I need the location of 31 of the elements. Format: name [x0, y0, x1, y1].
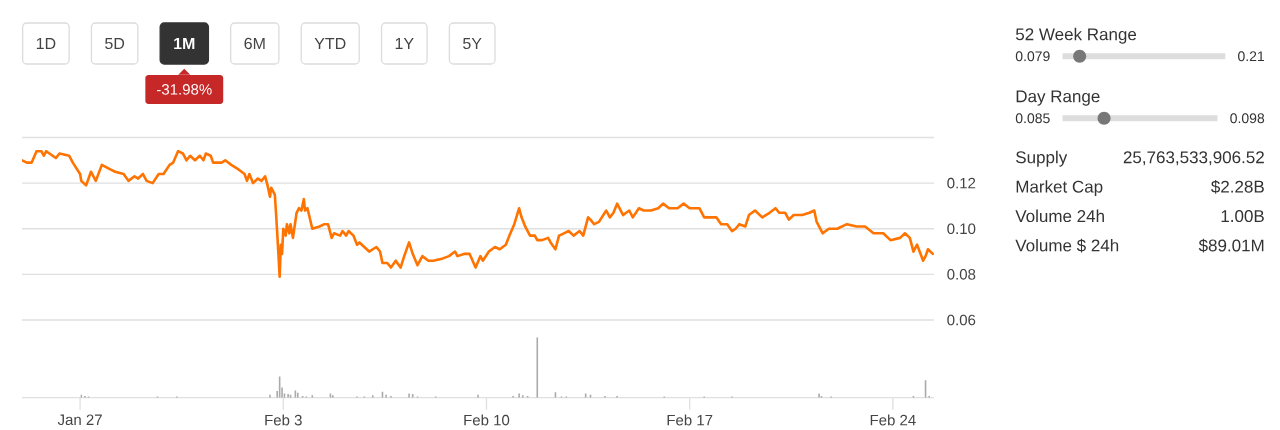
text: Volume $ 24h [1015, 238, 1119, 253]
text: -31.98% [157, 84, 212, 95]
text: 25,763,533,906.52 [1123, 151, 1264, 166]
text: 0.079 [1015, 51, 1050, 62]
text: $2.28B [1211, 179, 1264, 194]
y-tick-label: 0.08 [947, 269, 976, 280]
text: 0.098 [1230, 113, 1265, 124]
y-tick-label: 0.06 [947, 314, 976, 326]
text: 0.085 [1015, 113, 1050, 124]
x-tick-label: Feb 24 [870, 414, 916, 426]
text: $89.01M [1198, 238, 1264, 253]
text: Supply [1016, 150, 1068, 167]
y-tick-label: 0.12 [947, 177, 976, 189]
text: YTD [314, 38, 346, 50]
text: 6M [244, 37, 265, 50]
text: 1.00B [1221, 210, 1264, 223]
text: 1Y [395, 38, 414, 50]
y-tick-label: 0.10 [947, 223, 976, 235]
x-tick-label: Feb 17 [667, 414, 713, 426]
text: 1D [36, 38, 56, 50]
text: Market Cap [1016, 180, 1103, 197]
text: 1M [174, 38, 195, 50]
text: 5Y [463, 37, 482, 50]
text: 5D [105, 37, 125, 50]
x-tick-label: Feb 10 [464, 414, 510, 426]
x-tick-label: Feb 3 [265, 414, 302, 426]
text: 0.21 [1238, 51, 1265, 62]
text: Volume 24h [1015, 209, 1104, 223]
x-tick-label: Jan 27 [57, 414, 102, 426]
text: 52 Week Range [1015, 27, 1137, 44]
text: Day Range [1016, 90, 1100, 106]
